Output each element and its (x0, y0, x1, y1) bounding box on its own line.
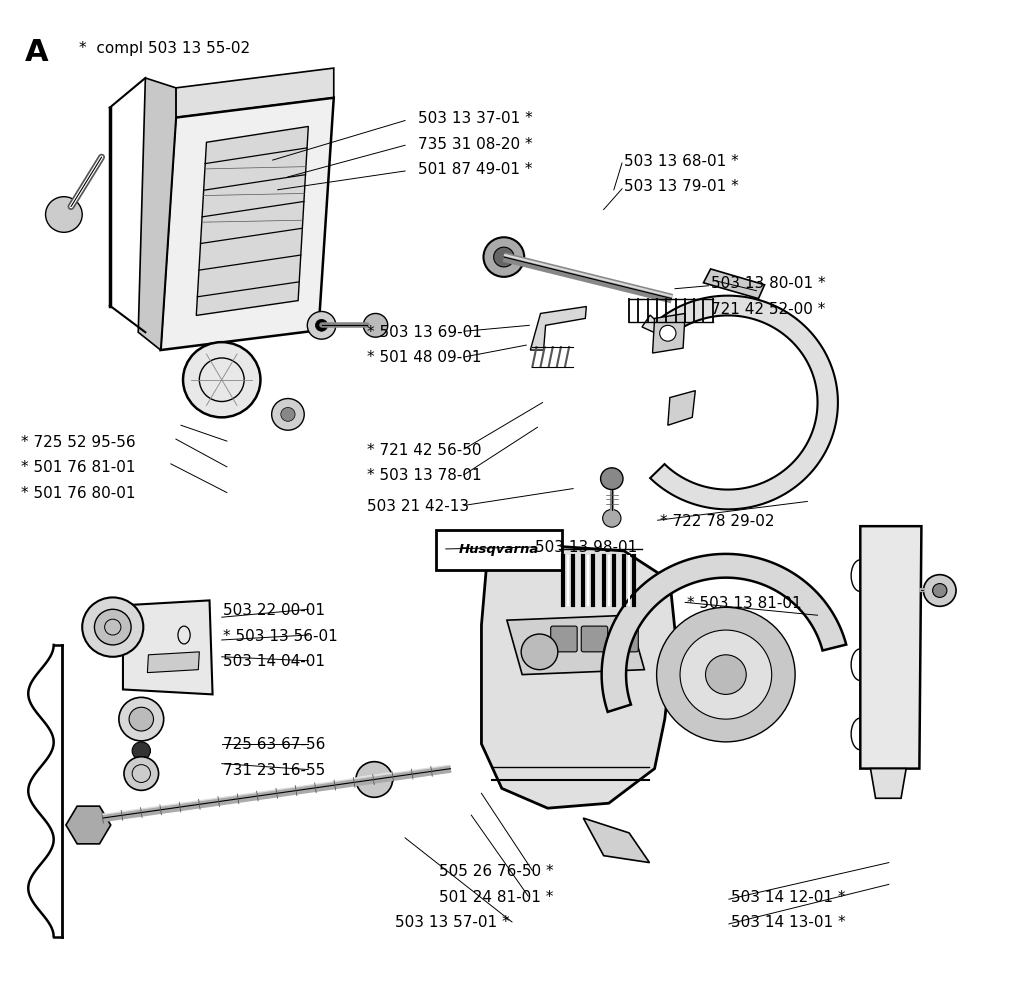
Text: 503 22 00-01: 503 22 00-01 (223, 602, 325, 617)
Circle shape (124, 757, 159, 790)
Text: * 501 76 80-01: * 501 76 80-01 (22, 485, 135, 501)
Text: 505 26 76-50 *: 505 26 76-50 * (438, 863, 553, 878)
Polygon shape (860, 527, 922, 768)
Polygon shape (481, 547, 675, 808)
Polygon shape (147, 652, 200, 673)
Polygon shape (138, 79, 176, 351)
Circle shape (933, 584, 947, 597)
Text: 503 21 42-13: 503 21 42-13 (368, 498, 470, 513)
Circle shape (307, 312, 336, 340)
Circle shape (82, 597, 143, 657)
Polygon shape (870, 768, 906, 798)
Text: * 725 52 95-56: * 725 52 95-56 (22, 434, 136, 449)
Circle shape (364, 314, 388, 338)
Text: * 721 42 56-50: * 721 42 56-50 (368, 442, 482, 457)
Circle shape (271, 400, 304, 430)
Circle shape (132, 743, 151, 760)
Text: * 722 78 29-02: * 722 78 29-02 (659, 513, 774, 528)
Text: 731 23 16-55: 731 23 16-55 (223, 762, 325, 777)
Text: 503 13 98-01: 503 13 98-01 (536, 540, 638, 555)
Circle shape (315, 320, 328, 332)
Circle shape (924, 576, 956, 606)
Circle shape (521, 634, 558, 670)
Text: 725 63 67-56: 725 63 67-56 (223, 737, 326, 751)
Polygon shape (161, 98, 334, 351)
Polygon shape (176, 69, 334, 118)
Circle shape (706, 655, 746, 695)
Circle shape (494, 248, 514, 267)
Circle shape (656, 607, 795, 743)
Text: *  compl 503 13 55-02: * compl 503 13 55-02 (79, 42, 250, 57)
Circle shape (680, 630, 772, 720)
Text: * 503 13 69-01: * 503 13 69-01 (368, 324, 482, 339)
Circle shape (603, 510, 621, 528)
Circle shape (356, 762, 392, 797)
Polygon shape (650, 296, 838, 510)
Text: 721 42 52-00 *: 721 42 52-00 * (711, 302, 825, 317)
Text: 503 13 57-01 *: 503 13 57-01 * (395, 914, 510, 929)
Text: 503 13 79-01 *: 503 13 79-01 * (624, 179, 738, 194)
Circle shape (659, 326, 676, 342)
Polygon shape (507, 615, 644, 675)
Text: * 503 13 81-01: * 503 13 81-01 (687, 595, 802, 610)
Polygon shape (530, 307, 587, 351)
Text: A: A (26, 39, 49, 68)
Text: * 503 13 56-01: * 503 13 56-01 (223, 628, 338, 643)
Text: 735 31 08-20 *: 735 31 08-20 * (418, 136, 532, 152)
Circle shape (183, 343, 260, 417)
Text: 503 14 12-01 *: 503 14 12-01 * (731, 889, 846, 904)
Circle shape (483, 238, 524, 277)
Polygon shape (123, 600, 213, 695)
Text: * 501 48 09-01: * 501 48 09-01 (368, 350, 482, 365)
Circle shape (601, 468, 623, 490)
Text: 501 24 81-01 *: 501 24 81-01 * (438, 889, 553, 904)
Text: * 501 76 81-01: * 501 76 81-01 (22, 460, 135, 475)
Circle shape (129, 708, 154, 732)
FancyBboxPatch shape (582, 626, 607, 652)
Text: * 503 13 78-01: * 503 13 78-01 (368, 468, 482, 483)
Circle shape (94, 609, 131, 645)
Polygon shape (668, 392, 695, 425)
Text: 503 13 37-01 *: 503 13 37-01 * (418, 111, 534, 126)
FancyBboxPatch shape (611, 626, 638, 652)
Text: 501 87 49-01 *: 501 87 49-01 * (418, 162, 532, 177)
Polygon shape (602, 555, 846, 712)
FancyBboxPatch shape (435, 531, 562, 571)
Polygon shape (197, 127, 308, 316)
Polygon shape (652, 314, 685, 354)
Circle shape (281, 409, 295, 421)
Text: 503 13 80-01 *: 503 13 80-01 * (711, 276, 825, 291)
Text: 503 13 68-01 *: 503 13 68-01 * (624, 153, 738, 168)
Polygon shape (703, 269, 765, 299)
Polygon shape (642, 316, 673, 342)
Text: 503 14 04-01: 503 14 04-01 (223, 654, 325, 669)
Circle shape (119, 698, 164, 742)
FancyBboxPatch shape (551, 626, 578, 652)
Text: 503 14 13-01 *: 503 14 13-01 * (731, 914, 846, 929)
Circle shape (45, 198, 82, 233)
Text: Husqvarna: Husqvarna (459, 543, 539, 556)
Polygon shape (584, 818, 649, 863)
